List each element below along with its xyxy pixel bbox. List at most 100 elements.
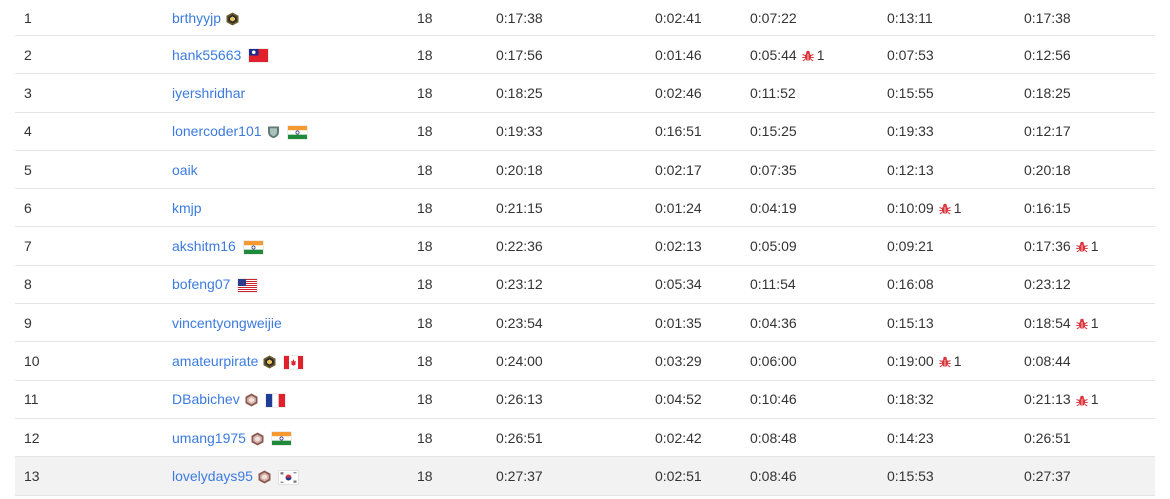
- finish-time-cell: 0:18:25: [496, 74, 543, 111]
- rank: 3: [24, 84, 32, 101]
- username-link[interactable]: oaik: [172, 161, 198, 178]
- score-cell: 18: [417, 189, 433, 226]
- username-link[interactable]: iyershridhar: [172, 84, 246, 101]
- q1-time-cell: 0:03:29: [655, 342, 702, 379]
- finish-time: 0:18:25: [496, 84, 543, 101]
- username-link[interactable]: hank55663: [172, 46, 242, 63]
- username-link[interactable]: DBabichev: [172, 391, 240, 408]
- flag-india-icon: [271, 432, 291, 446]
- q1-time: 0:03:29: [655, 353, 702, 370]
- q2-time-cell: 0:06:00: [750, 342, 797, 379]
- q4-time: 0:17:36: [1024, 238, 1071, 255]
- q3-time-cell: 0:19:00 1: [887, 342, 962, 379]
- q4-time-cell: 0:20:18: [1024, 151, 1071, 188]
- username-link[interactable]: vincentyongweijie: [172, 314, 282, 331]
- table-row: 4 lonercoder101 18 0:19:33 0:16:51 0:15:…: [15, 113, 1155, 151]
- q4-time-cell: 0:23:12: [1024, 266, 1071, 303]
- table-row: 11 DBabichev 18 0:26:13 0:04:52 0:10:46 …: [15, 381, 1155, 419]
- q3-time: 0:10:09: [887, 199, 934, 216]
- score: 18: [417, 161, 433, 178]
- username-link[interactable]: umang1975: [172, 429, 246, 446]
- q1-time-cell: 0:01:24: [655, 189, 702, 226]
- username-link[interactable]: akshitm16: [172, 238, 236, 255]
- q3-time: 0:18:32: [887, 391, 934, 408]
- q3-time-cell: 0:13:11: [887, 0, 933, 35]
- q4-time-cell: 0:18:25: [1024, 74, 1071, 111]
- score-cell: 18: [417, 381, 433, 418]
- q2-time: 0:07:22: [750, 9, 797, 26]
- user-cell: iyershridhar: [172, 74, 245, 111]
- q2-time-cell: 0:11:52: [750, 74, 796, 111]
- finish-time: 0:26:13: [496, 391, 543, 408]
- rank: 12: [24, 429, 40, 446]
- score-cell: 18: [417, 457, 433, 494]
- q4-time: 0:26:51: [1024, 429, 1071, 446]
- username-link[interactable]: kmjp: [172, 199, 202, 216]
- wrong-submission-bug-icon: [802, 50, 814, 62]
- username-link[interactable]: lonercoder101: [172, 123, 262, 140]
- q1-time: 0:02:46: [655, 84, 702, 101]
- q2-time: 0:05:09: [750, 238, 797, 255]
- username-link[interactable]: lovelydays95: [172, 467, 253, 484]
- q2-time: 0:04:19: [750, 199, 797, 216]
- q4-time: 0:08:44: [1024, 353, 1071, 370]
- rank-cell: 4: [24, 113, 32, 150]
- rank-cell: 2: [24, 36, 32, 73]
- q1-time-cell: 0:02:13: [655, 227, 702, 264]
- score: 18: [417, 276, 433, 293]
- q3-time: 0:15:13: [887, 314, 934, 331]
- q1-time-cell: 0:04:52: [655, 381, 702, 418]
- q2-time-cell: 0:07:22: [750, 0, 797, 35]
- q1-time: 0:01:24: [655, 199, 702, 216]
- q1-time: 0:05:34: [655, 276, 702, 293]
- knight-badge-icon: [245, 393, 258, 407]
- q4-time: 0:12:56: [1024, 46, 1071, 63]
- guardian-badge-icon: [263, 355, 276, 369]
- q1-time-cell: 0:16:51: [655, 113, 702, 150]
- rank-cell: 6: [24, 189, 32, 226]
- wrong-count: 1: [953, 199, 962, 216]
- q1-time: 0:01:35: [655, 314, 702, 331]
- q2-time: 0:15:25: [750, 123, 797, 140]
- user-cell: oaik: [172, 151, 198, 188]
- score: 18: [417, 46, 433, 63]
- flag-france-icon: [265, 394, 285, 408]
- finish-time: 0:17:56: [496, 46, 543, 63]
- score-cell: 18: [417, 342, 433, 379]
- guardian-badge-icon: [226, 12, 239, 26]
- rank: 6: [24, 199, 32, 216]
- score: 18: [417, 353, 433, 370]
- q2-time-cell: 0:10:46: [750, 381, 797, 418]
- username-link[interactable]: bofeng07: [172, 276, 231, 293]
- rank-cell: 7: [24, 227, 32, 264]
- finish-time-cell: 0:26:51: [496, 419, 543, 456]
- q2-time-cell: 0:04:19: [750, 189, 797, 226]
- q3-time: 0:19:00: [887, 353, 934, 370]
- username-link[interactable]: amateurpirate: [172, 353, 259, 370]
- q2-time-cell: 0:08:48: [750, 419, 797, 456]
- q1-time: 0:02:51: [655, 467, 702, 484]
- finish-time-cell: 0:21:15: [496, 189, 543, 226]
- rank-cell: 9: [24, 304, 32, 341]
- finish-time-cell: 0:26:13: [496, 381, 543, 418]
- q4-time-cell: 0:26:51: [1024, 419, 1071, 456]
- q1-time: 0:02:17: [655, 161, 702, 178]
- q4-time: 0:17:38: [1024, 9, 1071, 26]
- q3-time: 0:15:55: [887, 84, 934, 101]
- rank: 11: [24, 391, 39, 408]
- score: 18: [417, 467, 433, 484]
- username-link[interactable]: brthyyjp: [172, 9, 222, 26]
- q2-time-cell: 0:05:09: [750, 227, 797, 264]
- q3-time: 0:13:11: [887, 9, 933, 26]
- rank: 7: [24, 238, 32, 255]
- rank: 1: [24, 9, 32, 26]
- q1-time: 0:02:42: [655, 429, 702, 446]
- wrong-submission-bug-icon: [1076, 242, 1088, 253]
- flag-india-icon: [287, 126, 307, 140]
- q3-time-cell: 0:09:21: [887, 227, 934, 264]
- wrong-submission-bug-icon: [939, 203, 951, 215]
- rank-cell: 8: [24, 266, 32, 303]
- q2-time-cell: 0:11:54: [750, 266, 796, 303]
- q2-time-cell: 0:07:35: [750, 151, 797, 188]
- q1-time-cell: 0:02:42: [655, 419, 702, 456]
